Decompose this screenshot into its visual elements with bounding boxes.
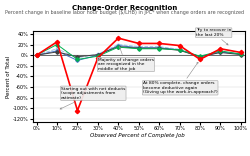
25-50 weeks xyxy=(158,46,161,48)
1-11 weeks xyxy=(76,58,79,60)
25-50 weeks xyxy=(198,56,202,58)
1-11 weeks xyxy=(198,55,202,57)
Grand Total xyxy=(219,48,222,50)
Text: Observed Percent of Complete Job: Observed Percent of Complete Job xyxy=(90,133,185,138)
13-25 weeks xyxy=(56,50,58,52)
Grand Total xyxy=(158,42,161,44)
25-50 weeks xyxy=(96,53,100,55)
Grand Total xyxy=(240,51,242,53)
25-50 weeks xyxy=(117,44,120,45)
13-25 weeks xyxy=(198,56,202,58)
25-50 weeks xyxy=(137,46,140,48)
Line: Grand Total: Grand Total xyxy=(35,37,242,112)
1-11 weeks xyxy=(35,54,38,56)
Text: Percent change in baseline labor hour budget ($/LHB) in JPC* when change orders : Percent change in baseline labor hour bu… xyxy=(6,10,244,15)
50+ weeks xyxy=(219,51,222,53)
Grand Total xyxy=(137,42,140,44)
13-25 weeks xyxy=(117,45,120,46)
Grand Total xyxy=(117,37,120,39)
Text: Majority of change orders
are recognized in the
middle of the job: Majority of change orders are recognized… xyxy=(98,47,154,71)
1-11 weeks xyxy=(178,49,181,51)
13-25 weeks xyxy=(219,51,222,53)
1-11 weeks xyxy=(117,46,120,48)
50+ weeks xyxy=(198,56,202,58)
50+ weeks xyxy=(158,47,161,49)
1-11 weeks xyxy=(56,44,58,45)
1-11 weeks xyxy=(96,55,100,57)
1-11 weeks xyxy=(137,48,140,50)
Text: Change-Order Recognition: Change-Order Recognition xyxy=(72,5,178,11)
Grand Total xyxy=(96,57,100,59)
50+ weeks xyxy=(35,54,38,56)
13-25 weeks xyxy=(96,54,100,56)
25-50 weeks xyxy=(35,54,38,56)
Grand Total xyxy=(178,45,181,46)
25-50 weeks xyxy=(56,48,58,50)
1-11 weeks xyxy=(240,53,242,55)
50+ weeks xyxy=(56,51,58,53)
50+ weeks xyxy=(178,49,181,51)
Text: At 80% complete, change orders
become deductive again
(Giving up the work-in-app: At 80% complete, change orders become de… xyxy=(143,62,218,95)
50+ weeks xyxy=(137,47,140,49)
Text: Try to recover in
the last 20%: Try to recover in the last 20% xyxy=(196,28,231,45)
50+ weeks xyxy=(76,56,79,58)
25-50 weeks xyxy=(240,53,242,55)
Grand Total xyxy=(76,110,79,111)
50+ weeks xyxy=(96,54,100,56)
Line: 13-25 weeks: 13-25 weeks xyxy=(35,44,242,62)
1-11 weeks xyxy=(219,50,222,52)
25-50 weeks xyxy=(178,48,181,50)
13-25 weeks xyxy=(178,49,181,51)
50+ weeks xyxy=(240,54,242,56)
1-11 weeks xyxy=(158,48,161,50)
50+ weeks xyxy=(117,46,120,48)
13-25 weeks xyxy=(137,47,140,49)
Grand Total xyxy=(198,58,202,60)
13-25 weeks xyxy=(158,47,161,49)
13-25 weeks xyxy=(35,54,38,56)
Line: 25-50 weeks: 25-50 weeks xyxy=(35,43,242,59)
Y-axis label: Percent of Total: Percent of Total xyxy=(6,55,11,98)
Text: Starting out with net deducts
(scope adjustments from
estimate): Starting out with net deducts (scope adj… xyxy=(60,87,126,109)
Line: 1-11 weeks: 1-11 weeks xyxy=(35,43,242,61)
Grand Total xyxy=(35,54,38,56)
Grand Total xyxy=(56,41,58,43)
25-50 weeks xyxy=(219,51,222,53)
25-50 weeks xyxy=(76,57,79,59)
13-25 weeks xyxy=(240,53,242,55)
13-25 weeks xyxy=(76,60,79,61)
Line: 50+ weeks: 50+ weeks xyxy=(35,45,242,58)
